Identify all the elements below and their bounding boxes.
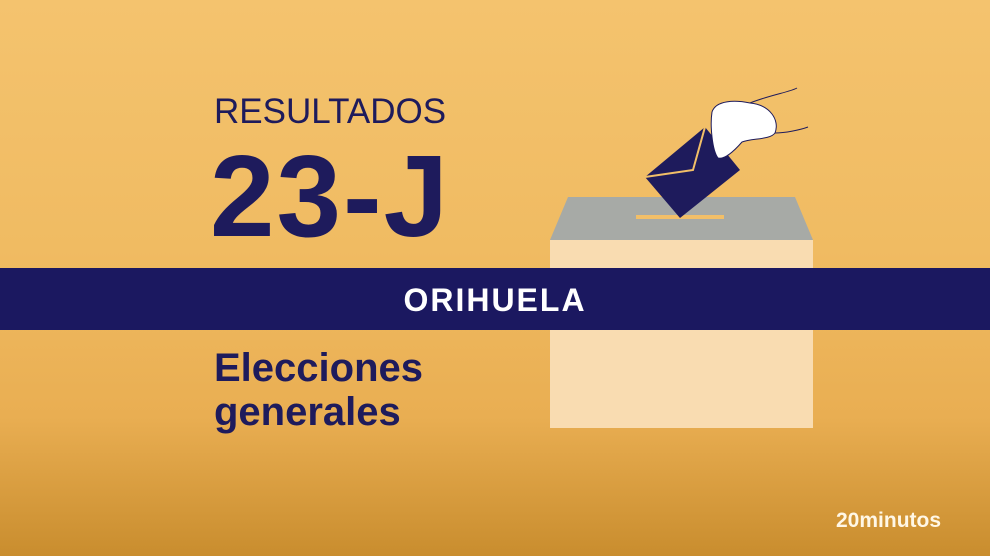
- election-date-title: 23-J: [210, 131, 451, 261]
- hand-icon: [710, 87, 809, 159]
- municipality-name: ORIHUELA: [403, 282, 587, 318]
- brand-logo: 20minutos: [836, 509, 942, 532]
- municipality-banner: ORIHUELA: [0, 268, 990, 330]
- results-label: RESULTADOS: [214, 92, 447, 131]
- election-type: Elecciones generales: [214, 346, 423, 434]
- election-type-line1: Elecciones: [214, 346, 424, 390]
- election-type-line2: generales: [214, 390, 401, 434]
